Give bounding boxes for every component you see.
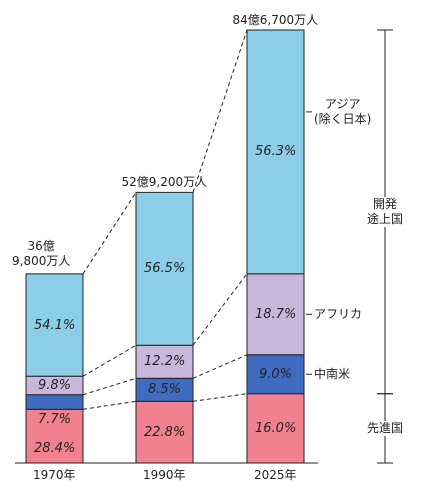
series-label: 中南米 bbox=[314, 366, 351, 381]
connector bbox=[82, 192, 137, 275]
group-label: 開発 途上国 bbox=[367, 196, 404, 227]
segment-label: 54.1% bbox=[34, 317, 76, 333]
connector bbox=[192, 354, 248, 379]
segment-label: 12.2% bbox=[144, 354, 186, 370]
total-label: 36億 9,800万人 bbox=[12, 238, 71, 268]
connector bbox=[192, 393, 248, 402]
bar-segment bbox=[246, 29, 305, 275]
segment-label: 9.0% bbox=[259, 366, 293, 382]
bar-segment bbox=[25, 394, 84, 410]
connector bbox=[82, 400, 137, 410]
segment-label: 8.5% bbox=[148, 382, 182, 398]
segment-label: 16.0% bbox=[255, 420, 297, 436]
x-tick-label: 1970年 bbox=[33, 467, 76, 482]
segment-label: 28.4% bbox=[34, 440, 76, 456]
group-label: 先進国 bbox=[367, 420, 404, 436]
bar-segment bbox=[25, 273, 84, 377]
segment-label: 18.7% bbox=[255, 306, 297, 322]
bar-segment bbox=[135, 191, 194, 346]
segment-label: 56.3% bbox=[255, 144, 297, 160]
connector bbox=[82, 377, 137, 396]
bar-segment bbox=[135, 344, 194, 379]
bar-segment bbox=[135, 400, 194, 464]
segment-label: 22.8% bbox=[144, 424, 186, 440]
series-label: アフリカ bbox=[314, 306, 363, 321]
total-label: 52億9,200万人 bbox=[121, 174, 208, 189]
x-tick-label: 1990年 bbox=[143, 467, 186, 482]
series-label: アジア (除く日本) bbox=[314, 96, 372, 126]
connector bbox=[192, 29, 248, 193]
segment-label: 9.8% bbox=[38, 377, 72, 393]
x-tick-label: 2025年 bbox=[254, 467, 297, 482]
total-label: 84億6,700万人 bbox=[232, 12, 319, 27]
segment-label: 56.5% bbox=[144, 261, 186, 277]
segment-label: 7.7% bbox=[38, 411, 72, 427]
connector bbox=[82, 344, 137, 377]
bar-segment bbox=[246, 273, 305, 356]
bar-segment bbox=[25, 408, 84, 464]
connector bbox=[192, 273, 248, 346]
bar-segment bbox=[246, 393, 305, 464]
